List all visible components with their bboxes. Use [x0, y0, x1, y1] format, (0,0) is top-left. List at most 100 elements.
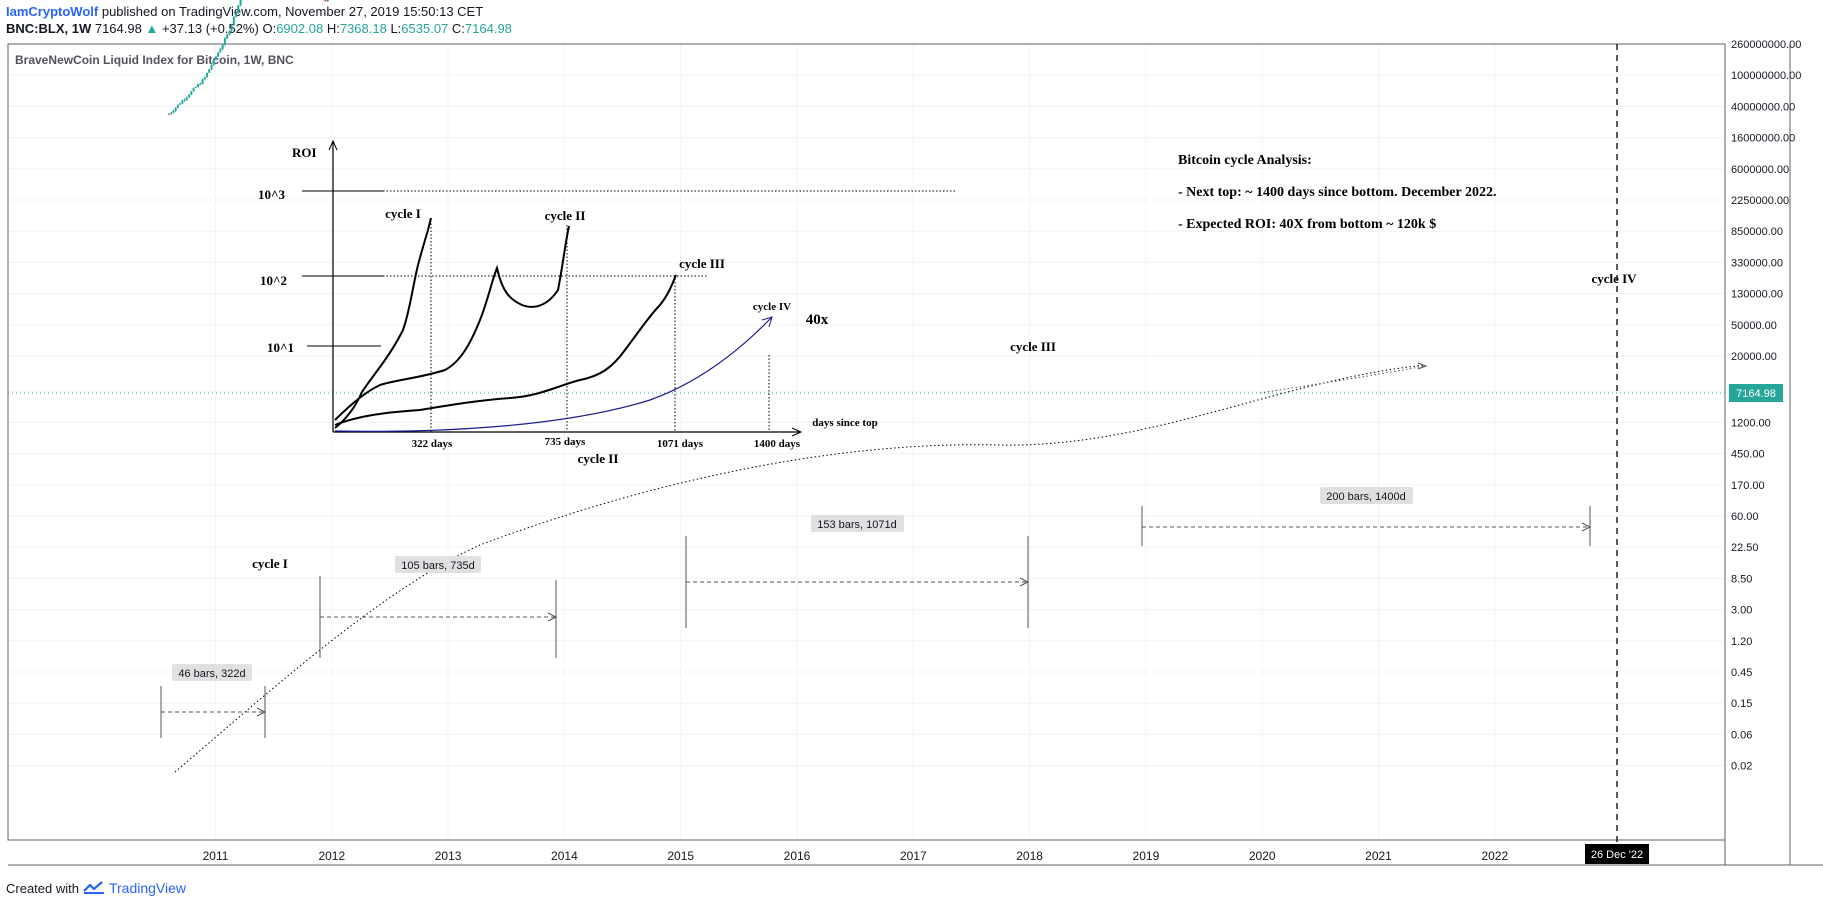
chart-title: BraveNewCoin Liquid Index for Bitcoin, 1…	[15, 53, 294, 67]
last-price-tag	[1729, 384, 1783, 402]
x-tick-label: 2021	[1365, 849, 1392, 863]
cycle-3-label: cycle III	[1010, 339, 1056, 354]
x-tick-label: 2012	[318, 849, 345, 863]
candle-body	[223, 38, 226, 45]
support-trendline	[174, 364, 1426, 773]
inset-cycle-4-arrow	[761, 316, 773, 328]
candle-body	[326, 0, 329, 2]
x-tick-label: 2018	[1016, 849, 1043, 863]
candle-body	[221, 44, 224, 49]
candle-body	[179, 103, 182, 105]
candle-body	[206, 72, 209, 78]
candle-body	[172, 110, 175, 113]
candle-body	[181, 100, 184, 104]
y-tick-label: 450.00	[1731, 449, 1765, 461]
range-2	[319, 576, 558, 658]
y-tick-label: 0.45	[1731, 667, 1752, 679]
range-1-label: 46 bars, 322d	[178, 668, 245, 680]
y-tick-label: 22.50	[1731, 542, 1759, 554]
range-4-tag	[1320, 487, 1413, 504]
y-tick-label: 260000000.00	[1731, 39, 1801, 51]
y-tick-label: 8.50	[1731, 573, 1752, 585]
y-tick-label: 100000000.00	[1731, 70, 1801, 82]
range-3	[685, 536, 1030, 628]
inset-ylabel: ROI	[292, 145, 317, 160]
range-3-tag	[811, 515, 904, 532]
inset-x-arrow	[791, 427, 803, 437]
cycle-4-label: cycle IV	[1591, 271, 1637, 286]
y-tick-label: 3.00	[1731, 605, 1752, 617]
candles	[167, 0, 329, 116]
y-tick-label: 850000.00	[1731, 226, 1783, 238]
date-marker-label: 26 Dec '22	[1591, 849, 1643, 861]
low-value: 6535.07	[401, 21, 449, 36]
analysis-title: Bitcoin cycle Analysis:	[1178, 153, 1312, 168]
y-tick-label: 2250000.00	[1731, 195, 1789, 207]
price-change: +37.13 (+0.52%)	[161, 21, 259, 36]
y-tick-label: 1200.00	[1731, 417, 1771, 429]
candle-body	[208, 69, 211, 73]
y-tick-label: 0.15	[1731, 698, 1752, 710]
open-value: 6902.08	[276, 21, 324, 36]
date-marker-tag	[1585, 844, 1649, 864]
candle-body	[210, 65, 213, 70]
candle-body	[197, 84, 200, 88]
candle-body	[194, 87, 197, 89]
analysis-note: Bitcoin cycle Analysis: - Next top: ~ 14…	[1178, 153, 1496, 232]
range-4-label: 200 bars, 1400d	[1326, 491, 1406, 503]
x-tick-label: 2017	[900, 849, 927, 863]
inset-y-arrow	[328, 139, 338, 151]
inset-cycle-2-curve	[334, 225, 570, 421]
range-2-tag	[395, 556, 481, 573]
high-value: 7368.18	[339, 21, 387, 36]
inset-day-735: 735 days	[545, 436, 586, 448]
cycle-2-label: cycle II	[578, 451, 619, 466]
x-tick-label: 2011	[203, 849, 229, 863]
analysis-line-1: - Next top: ~ 1400 days since bottom. De…	[1178, 185, 1496, 200]
range-3-label: 153 bars, 1071d	[817, 519, 897, 531]
y-tick-label: 40000000.00	[1731, 101, 1795, 113]
projection-trend-arrow	[1417, 362, 1428, 370]
candle-body	[217, 52, 220, 57]
inset-cycle-1-curve	[334, 217, 432, 429]
x-tick-label: 2019	[1133, 849, 1160, 863]
inset-level-3: 10^3	[258, 187, 286, 202]
high-label: H:	[326, 21, 340, 36]
inset-cycle-3-curve	[334, 274, 677, 426]
candle-body	[232, 16, 235, 25]
candle-body	[237, 5, 240, 13]
close-value: 7164.98	[464, 21, 512, 36]
candle-body	[212, 59, 215, 66]
close-label: C:	[451, 21, 465, 36]
y-axis: 260000000.00 100000000.00 40000000.00 16000…	[1731, 39, 1801, 773]
y-tick-label: 6000000.00	[1731, 164, 1789, 176]
x-axis: 2011 2012 2013 2014 2015 2016 2017 2018 2019 2020…	[203, 849, 1509, 863]
x-tick-label: 2014	[551, 849, 578, 863]
candle-body	[324, 0, 327, 2]
tradingview-logo-icon	[83, 881, 104, 894]
tradingview-brand[interactable]: TradingView	[108, 880, 187, 896]
y-tick-label: 330000.00	[1731, 257, 1783, 269]
symbol-name[interactable]: BNC:BLX, 1W	[6, 21, 92, 36]
range-1-tag	[172, 664, 252, 681]
candle-body	[190, 91, 193, 95]
inset-day-1400: 1400 days	[754, 438, 801, 450]
range-1	[160, 686, 267, 738]
candle-body	[226, 34, 229, 39]
inset-target-label: 40x	[806, 312, 829, 328]
footer: Created with TradingView	[6, 880, 186, 896]
x-tick-label: 2013	[435, 849, 462, 863]
analysis-line-2: - Expected ROI: 40X from bottom ~ 120k $	[1178, 217, 1436, 232]
author-link[interactable]: IamCryptoWolf	[6, 4, 99, 19]
candle-body	[239, 0, 242, 6]
candle-body	[188, 94, 191, 98]
y-tick-label: 20000.00	[1731, 351, 1777, 363]
cycle-1-label: cycle I	[252, 556, 288, 571]
inset-cycle-3: cycle III	[679, 256, 725, 271]
candle-body	[201, 79, 204, 84]
range-4	[1141, 506, 1592, 546]
inset-level-1: 10^1	[267, 340, 294, 355]
candle-body	[199, 83, 202, 85]
inset-day-1071: 1071 days	[657, 438, 704, 450]
